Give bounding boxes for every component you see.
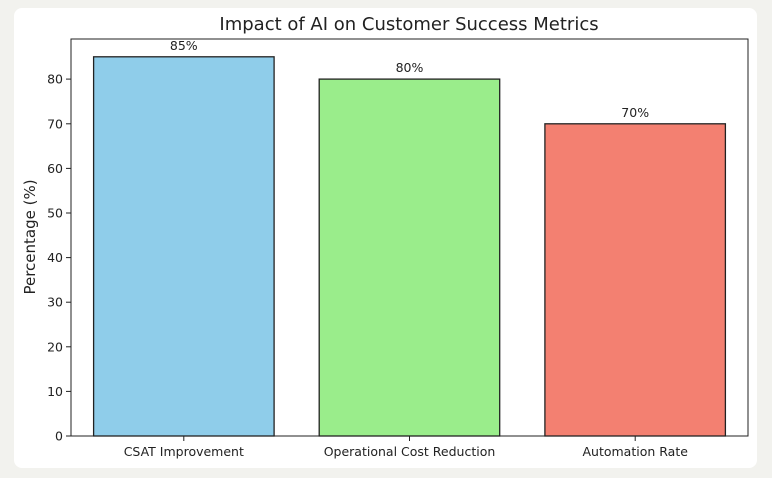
x-tick-label-1: Operational Cost Reduction [324,444,496,459]
chart-title: Impact of AI on Customer Success Metrics [219,14,598,35]
bar-0 [92,56,275,437]
bars-group: 85% 80% 70% [92,38,727,437]
y-axis-label: Percentage (%) [21,179,39,294]
y-tick-label-4: 40 [47,250,63,265]
x-tick-label-0: CSAT Improvement [124,444,244,459]
y-tick-label-8: 80 [47,72,63,87]
x-axis-ticks: CSAT Improvement Operational Cost Reducti… [124,436,688,459]
y-tick-label-3: 30 [47,295,63,310]
y-tick-label-6: 60 [47,161,63,176]
y-tick-label-7: 70 [47,116,63,131]
y-tick-label-2: 20 [47,339,63,354]
x-tick-label-2: Automation Rate [582,444,688,459]
y-axis-ticks: 0 10 20 30 40 50 60 70 80 [47,72,71,444]
plot-frame [70,38,749,437]
y-tick-label-1: 10 [47,384,63,399]
bar-2 [544,123,727,437]
y-tick-label-0: 0 [55,429,63,444]
data-label-2: 70% [621,105,649,120]
data-label-0: 85% [170,38,198,53]
bar-1 [318,78,501,437]
data-label-1: 80% [396,60,424,75]
y-tick-label-5: 50 [47,206,63,221]
